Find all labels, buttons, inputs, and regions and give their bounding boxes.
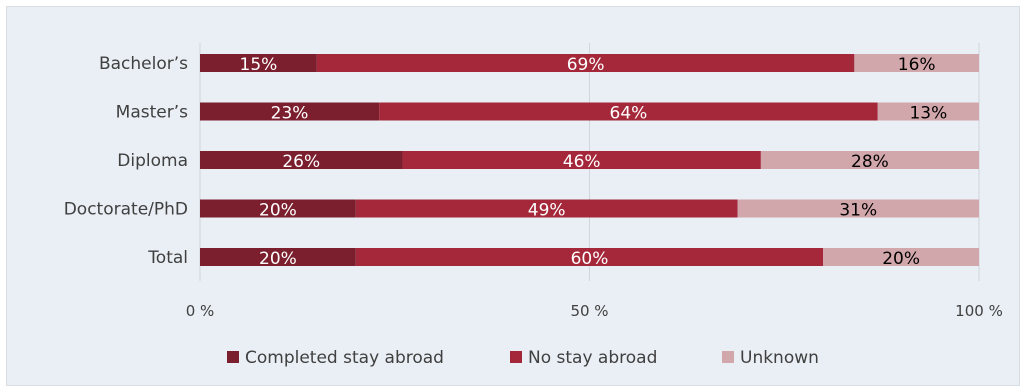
bar-segment — [200, 54, 317, 72]
category-label: Total — [147, 248, 188, 268]
chart-frame: 15% 69% 16% 23% 64% 13% 26% 46% 28% 20% 49% 31% 20% 6… — [6, 6, 1020, 386]
category-label: Bachelor’s — [99, 54, 188, 74]
legend-label: Unknown — [740, 348, 819, 368]
bar-segment — [200, 248, 356, 266]
data-label: 20% — [259, 249, 297, 269]
bar-segment — [854, 54, 979, 72]
legend: Completed stay abroad No stay abroad Unkno… — [227, 348, 819, 368]
legend-label: No stay abroad — [528, 348, 657, 368]
bars — [200, 54, 979, 266]
data-label: 31% — [839, 201, 877, 221]
data-label: 20% — [882, 249, 920, 269]
bar-segment — [877, 102, 979, 121]
bar-segment — [200, 151, 403, 169]
bar-segment — [760, 151, 979, 169]
legend-item: Unknown — [722, 348, 819, 368]
data-label: 60% — [571, 249, 609, 269]
bar-segment — [355, 199, 738, 218]
data-label: 26% — [282, 152, 320, 172]
x-tick-label: 50 % — [570, 302, 608, 320]
bar-segment — [355, 248, 824, 266]
category-label: Doctorate/PhD — [64, 200, 188, 220]
data-label: 49% — [528, 201, 566, 221]
legend-item: Completed stay abroad — [227, 348, 444, 368]
category-labels: Bachelor’s Master’s Diploma Doctorate/PhD To… — [64, 54, 188, 268]
category-label: Master’s — [116, 103, 188, 123]
data-label: 16% — [898, 55, 936, 75]
data-label: 46% — [563, 152, 601, 172]
category-label: Diploma — [117, 151, 188, 171]
data-labels: 15% 69% 16% 23% 64% 13% 26% 46% 28% 20% 49% 31% 20% 6… — [240, 55, 948, 269]
x-tick-label: 0 % — [186, 302, 215, 320]
legend-swatch — [510, 351, 522, 363]
bar-segment — [379, 102, 878, 121]
data-label: 15% — [240, 55, 278, 75]
legend-swatch — [722, 351, 734, 363]
bar-segment — [316, 54, 855, 72]
data-label: 28% — [851, 152, 889, 172]
legend-item: No stay abroad — [510, 348, 657, 368]
stacked-bar-chart: 15% 69% 16% 23% 64% 13% 26% 46% 28% 20% 49% 31% 20% 6… — [64, 43, 1003, 368]
data-label: 64% — [610, 104, 648, 124]
data-label: 69% — [567, 55, 605, 75]
x-tick-label: 100 % — [955, 302, 1003, 320]
bar-segment — [402, 151, 761, 169]
data-label: 23% — [271, 104, 309, 124]
legend-label: Completed stay abroad — [245, 348, 444, 368]
legend-swatch — [227, 351, 239, 363]
bar-segment — [200, 102, 380, 121]
x-axis-ticks: 0 % 50 % 100 % — [186, 302, 1003, 320]
bar-segment — [200, 199, 356, 218]
data-label: 13% — [909, 104, 947, 124]
data-label: 20% — [259, 201, 297, 221]
bar-segment — [737, 199, 979, 218]
bar-segment — [823, 248, 979, 266]
